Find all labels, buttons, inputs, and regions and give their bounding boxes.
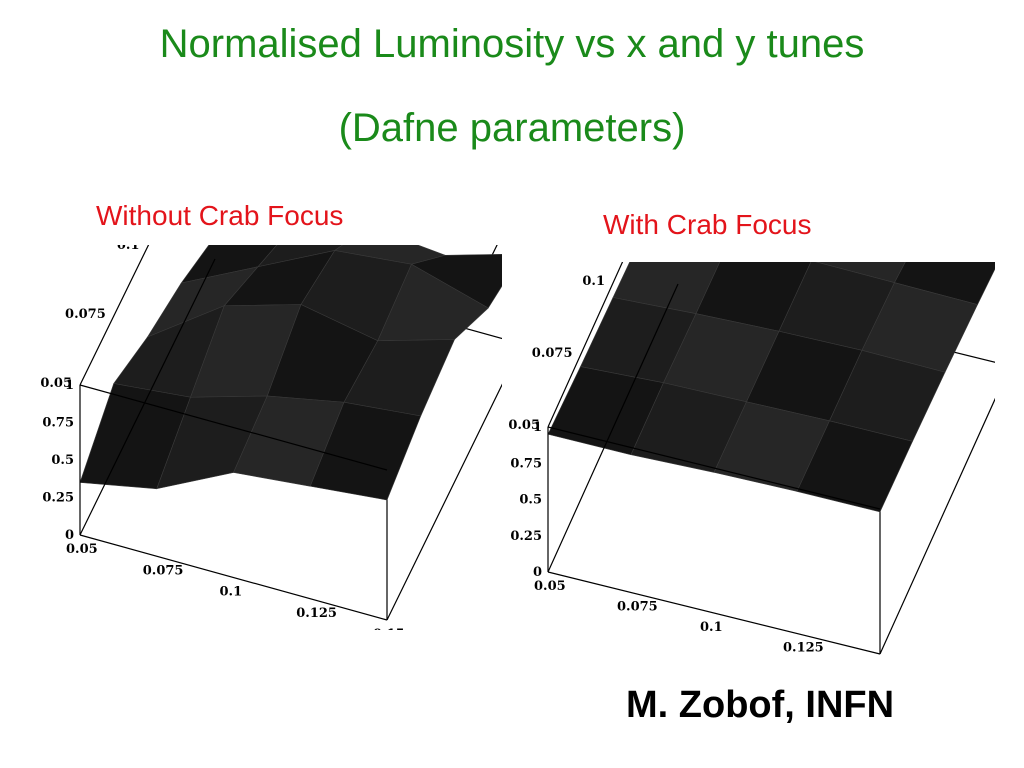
- x-tick-label: 0.15: [373, 627, 405, 630]
- y-tick-label: 0.075: [65, 307, 106, 322]
- surface-plot-without-crab-focus: 0.050.0750.10.1250.150.050.0750.10.1250.…: [40, 245, 502, 630]
- box-edge-front: [547, 571, 881, 655]
- box-edge-front: [79, 258, 216, 536]
- chart-title-without-crab-focus: Without Crab Focus: [96, 200, 344, 231]
- box-edge-front: [547, 283, 679, 573]
- x-tick-label: 0.1: [700, 620, 723, 635]
- box-edge-front: [547, 426, 881, 510]
- z-tick-label: 0.75: [42, 416, 74, 431]
- z-tick-label: 0.25: [42, 491, 74, 506]
- surface-patch: [309, 401, 422, 501]
- z-tick-label: 0: [533, 565, 542, 580]
- x-tick-label: 0.15: [866, 661, 898, 662]
- x-tick-label: 0.1: [220, 585, 243, 600]
- x-tick-label: 0.05: [534, 579, 566, 594]
- surface-plot-with-crab-focus: 0.050.0750.10.1250.150.050.0750.10.1250.…: [508, 262, 995, 662]
- slide-title-line2: (Dafne parameters): [338, 106, 686, 150]
- x-tick-label: 0.075: [143, 563, 184, 578]
- box-edge-back: [879, 397, 995, 655]
- z-tick-label: 0: [65, 528, 74, 543]
- z-tick-label: 0.75: [510, 456, 542, 471]
- box-edge-front: [547, 262, 624, 428]
- plot-group-1: 0.050.0750.10.1250.150.050.0750.10.1250.…: [508, 262, 995, 662]
- surface-patch: [796, 420, 913, 513]
- slide-title-line1: Normalised Luminosity vs x and y tunes: [159, 22, 865, 66]
- x-tick-label: 0.125: [783, 641, 824, 656]
- chart-title-with-crab-focus: With Crab Focus: [603, 209, 812, 240]
- y-tick-label: 0.05: [508, 418, 540, 433]
- z-tick-label: 0.5: [51, 453, 74, 468]
- y-tick-label: 0.1: [117, 245, 140, 253]
- box-edge-front: [79, 534, 388, 621]
- y-tick-label: 0.1: [582, 274, 605, 289]
- box-edge-front: [79, 384, 388, 471]
- x-tick-label: 0.075: [617, 600, 658, 615]
- plot-group-0: 0.050.0750.10.1250.150.050.0750.10.1250.…: [40, 245, 502, 630]
- x-tick-label: 0.125: [296, 606, 337, 621]
- z-tick-label: 0.25: [510, 529, 542, 544]
- z-tick-label: 1: [65, 378, 74, 393]
- author-credit: M. Zobof, INFN: [626, 684, 895, 726]
- box-edge-back: [386, 383, 502, 621]
- y-tick-label: 0.05: [40, 376, 72, 391]
- box-edge-front: [79, 245, 150, 386]
- z-tick-label: 0.5: [519, 493, 542, 508]
- x-tick-label: 0.05: [66, 542, 98, 557]
- y-tick-label: 0.075: [532, 346, 573, 361]
- z-tick-label: 1: [533, 420, 542, 435]
